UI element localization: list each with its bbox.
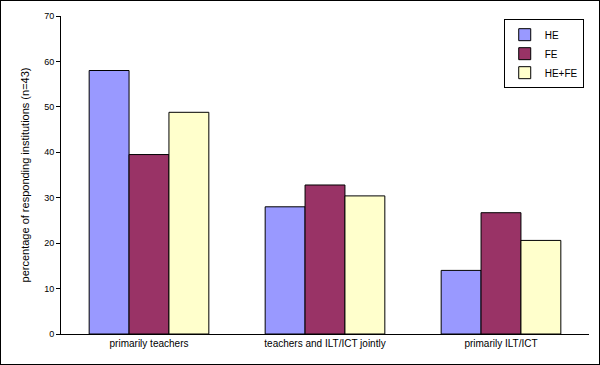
svg-text:70: 70 [44,11,54,21]
svg-text:HE+FE: HE+FE [545,68,578,79]
svg-text:60: 60 [44,57,54,67]
svg-text:20: 20 [44,238,54,248]
svg-text:30: 30 [44,193,54,203]
svg-text:10: 10 [44,284,54,294]
svg-text:HE: HE [545,30,559,41]
svg-text:40: 40 [44,147,54,157]
svg-text:primarily ILT/ICT: primarily ILT/ICT [464,338,537,349]
svg-text:percentage of responding insti: percentage of responding institutions (n… [19,68,31,283]
svg-text:50: 50 [44,102,54,112]
svg-text:0: 0 [49,329,54,339]
svg-text:primarily teachers: primarily teachers [110,338,189,349]
svg-text:FE: FE [545,49,558,60]
svg-text:teachers and ILT/ICT jointly: teachers and ILT/ICT jointly [264,338,385,349]
